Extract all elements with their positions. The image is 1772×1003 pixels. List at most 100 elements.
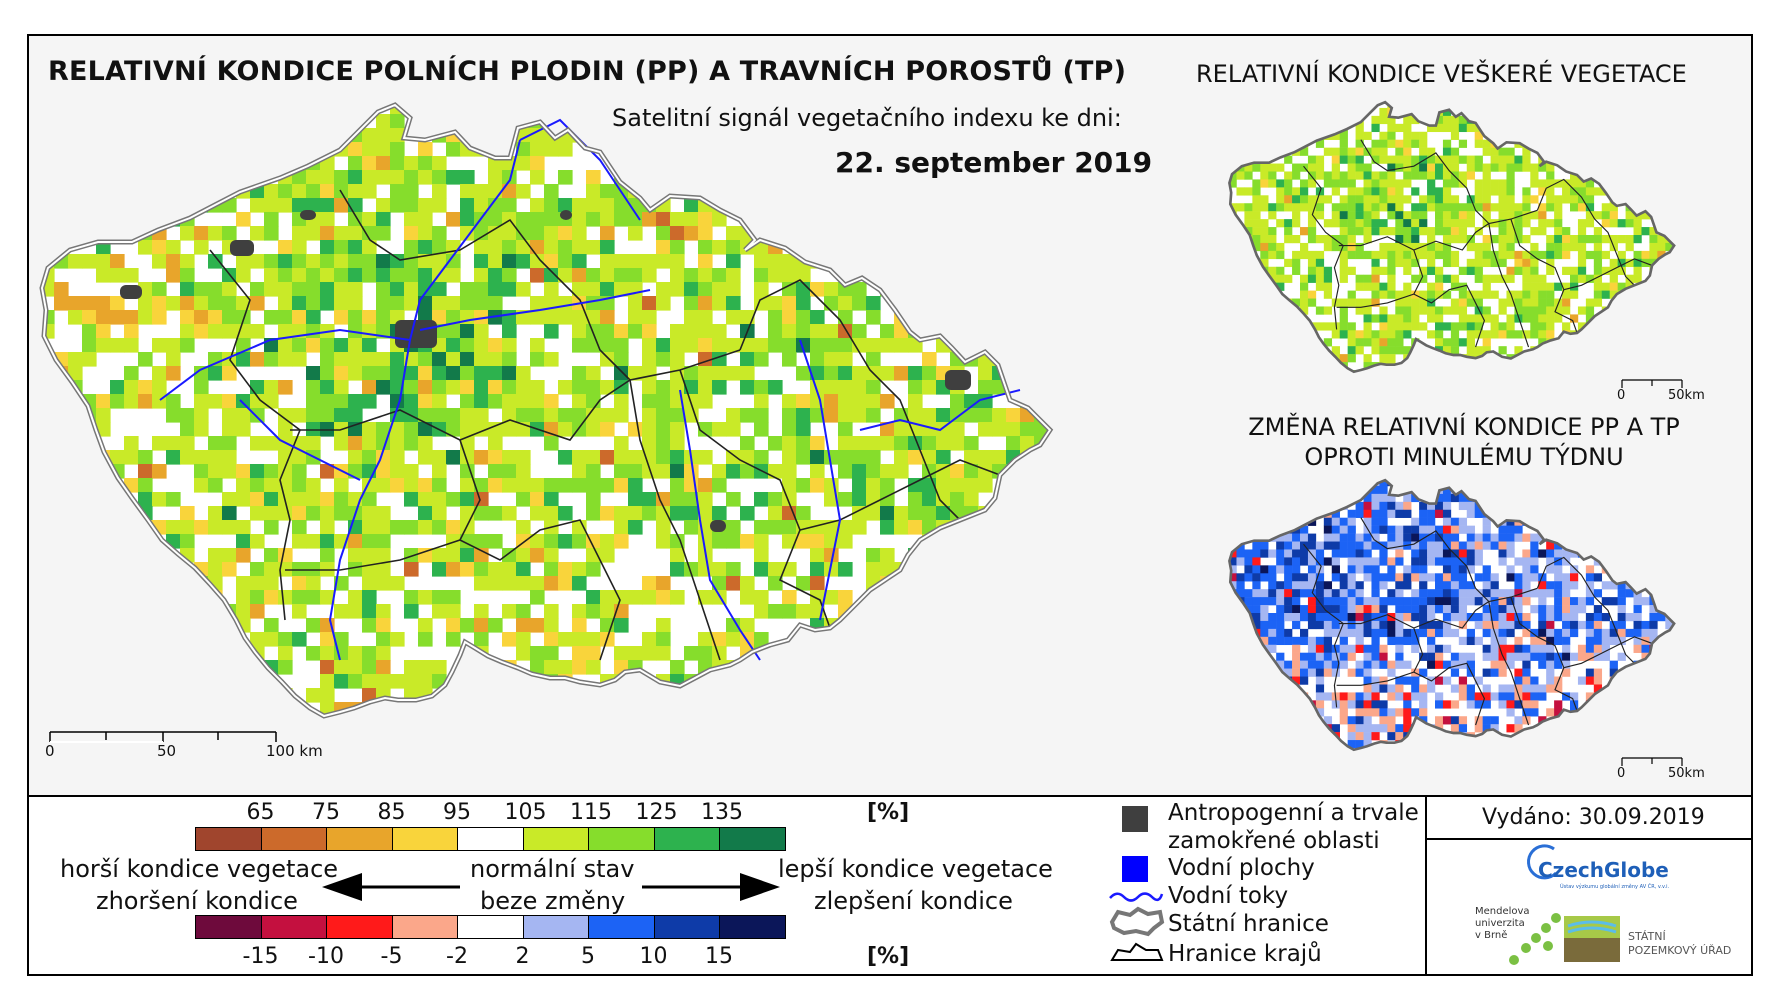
condition-cell: [1034, 688, 1049, 703]
inset-cell: [1601, 282, 1610, 291]
inset-cell: [1490, 290, 1499, 299]
inset-cell: [1673, 131, 1675, 140]
condition-cell: [42, 492, 55, 507]
condition-cell: [306, 268, 321, 283]
condition-cell: [1132, 240, 1147, 255]
condition-cell: [96, 674, 111, 689]
condition-cell: [376, 310, 391, 325]
inset-cell: [1458, 266, 1468, 275]
inset-cell: [1633, 354, 1642, 363]
inset-cell: [1570, 354, 1579, 363]
condition-cell: [712, 282, 727, 297]
inset-cell: [1506, 107, 1515, 117]
condition-cell: [390, 282, 405, 297]
inset-cell: [1395, 195, 1404, 204]
inset-cell: [1625, 525, 1634, 534]
inset-cell: [1633, 250, 1642, 260]
inset-cell: [1229, 322, 1237, 331]
inset-cell: [1721, 283, 1729, 291]
condition-cell: [264, 352, 279, 367]
condition-cell: [418, 212, 433, 227]
condition-cell: [1132, 562, 1147, 577]
inset-cell: [1379, 509, 1388, 518]
inset-cell: [1260, 227, 1269, 236]
inset-cell: [1474, 370, 1483, 372]
inset-cell: [1538, 354, 1547, 363]
inset-cell: [1609, 338, 1618, 347]
inset-cell: [1570, 195, 1579, 204]
condition-cell: [418, 366, 433, 381]
condition-cell: [418, 254, 433, 269]
condition-cell: [376, 114, 391, 129]
inset-cell: [1657, 211, 1666, 220]
inset-cell: [1729, 227, 1737, 235]
condition-cell: [68, 716, 83, 731]
condition-cell: [138, 478, 153, 493]
inset-cell: [1419, 386, 1427, 394]
inset-cell: [1657, 370, 1666, 372]
condition-cell: [418, 660, 433, 675]
inset-cell: [1546, 250, 1555, 260]
condition-cell: [936, 758, 951, 773]
inset-cell: [1268, 322, 1277, 331]
inset-cell: [1252, 179, 1261, 188]
inset-cell: [1482, 282, 1491, 291]
inset-cell: [1427, 187, 1436, 196]
condition-cell: [320, 716, 335, 731]
inset-cell: [1625, 195, 1634, 204]
condition-cell: [1104, 758, 1119, 773]
inset-cell: [1673, 179, 1675, 188]
inset-cell: [1729, 219, 1737, 227]
inset-cell: [1363, 219, 1372, 228]
inset-cell: [1292, 250, 1301, 260]
condition-cell: [712, 296, 727, 311]
condition-cell: [1104, 660, 1119, 675]
condition-cell: [600, 268, 615, 283]
condition-cell: [824, 296, 839, 311]
inset-cell: [1633, 219, 1642, 228]
condition-cell: [614, 464, 629, 479]
condition-cell: [530, 170, 545, 185]
inset-cell: [1347, 179, 1356, 188]
inset-cell: [1474, 163, 1483, 172]
inset-cell: [1339, 147, 1348, 156]
condition-cell: [1020, 268, 1035, 283]
condition-cell: [810, 366, 825, 381]
condition-cell: [726, 226, 741, 241]
condition-cell: [474, 394, 489, 409]
condition-cell: [334, 170, 349, 185]
inset-cell: [1689, 354, 1697, 362]
inset-cell: [1546, 362, 1555, 371]
inset-cell: [1689, 148, 1697, 156]
inset-cell: [1609, 235, 1618, 244]
condition-cell: [278, 352, 293, 367]
condition-cell: [446, 142, 461, 157]
condition-cell: [264, 268, 279, 283]
condition-cell: [1160, 506, 1175, 521]
condition-cell: [348, 674, 363, 689]
inset-cell: [1490, 187, 1499, 196]
condition-cell: [656, 338, 671, 353]
condition-cell: [684, 408, 699, 423]
inset-cell: [1554, 314, 1563, 323]
inset-cell: [1490, 203, 1499, 212]
condition-cell: [306, 436, 321, 451]
inset-cell: [1609, 517, 1618, 526]
inset-cell: [1673, 501, 1675, 511]
inset-cell: [1307, 227, 1317, 236]
condition-cell: [782, 534, 797, 549]
inset-cell: [1530, 480, 1539, 487]
inset-cell: [1442, 533, 1452, 542]
condition-cell: [600, 688, 615, 703]
condition-cell: [68, 128, 83, 143]
condition-cell: [124, 184, 139, 199]
condition-cell: [824, 226, 839, 241]
condition-cell: [124, 310, 139, 325]
inset-cell: [1300, 115, 1309, 125]
condition-cell: [950, 492, 965, 507]
condition-cell: [656, 436, 671, 451]
condition-cell: [558, 226, 573, 241]
inset-cell: [1466, 330, 1475, 339]
condition-cell: [572, 114, 587, 129]
inset-cell: [1300, 509, 1309, 518]
